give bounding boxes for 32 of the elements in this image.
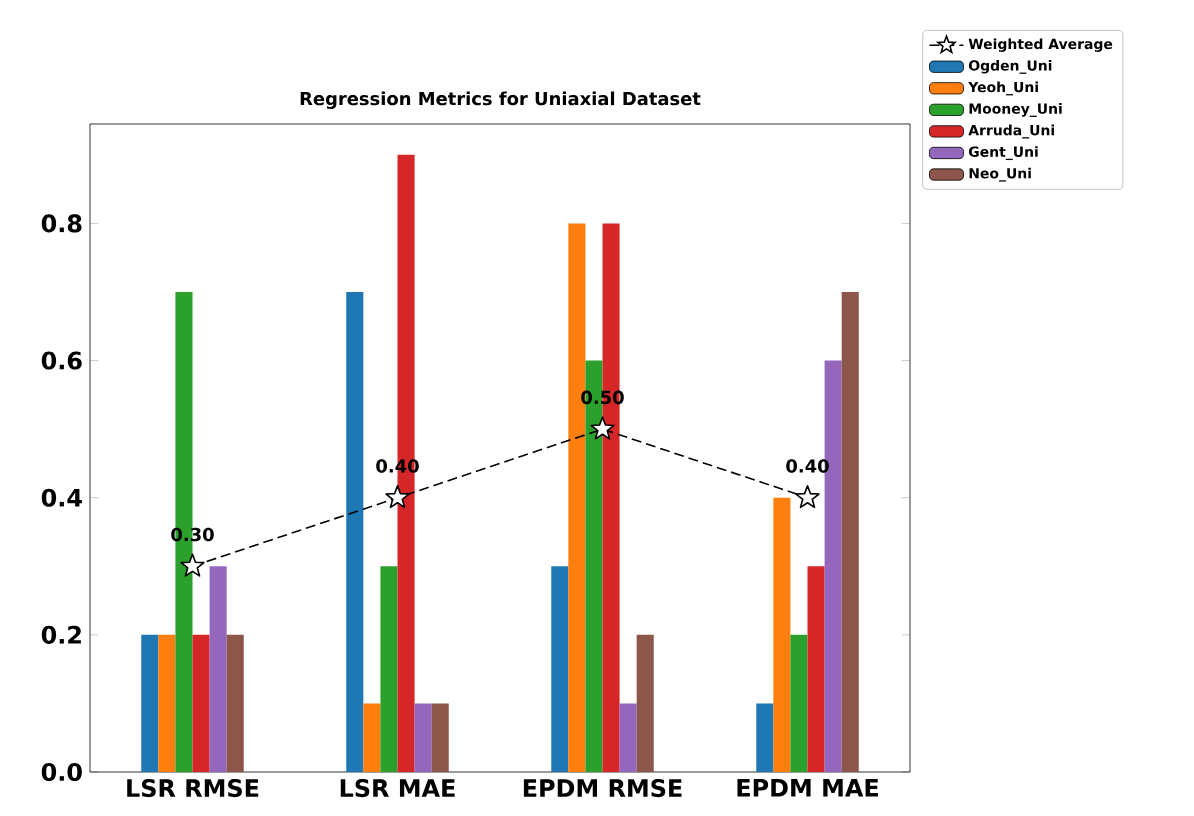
x-tick-label: LSR RMSE (127, 779, 259, 798)
point (385, 484, 410, 509)
bar (158, 634, 176, 772)
bar (414, 703, 432, 772)
bar (790, 634, 808, 772)
bar (226, 634, 244, 772)
chart-title: Regression Metrics for Uniaxial Dataset (300, 91, 701, 109)
x-tick-label: EPDM MAE (737, 779, 878, 797)
x-tick-label: EPDM RMSE (523, 779, 682, 798)
bar (619, 703, 637, 772)
point (795, 484, 820, 509)
y-tick-label: 0.6 (41, 351, 82, 370)
bar (363, 703, 381, 772)
x-tick-label: LSR MAE (340, 779, 455, 798)
point (590, 416, 615, 440)
bar (773, 497, 791, 772)
y-tick-label: 0.0 (41, 762, 82, 782)
bar (380, 566, 398, 772)
bar (756, 703, 774, 772)
bar (636, 634, 654, 772)
point (180, 553, 205, 577)
bar (346, 291, 364, 772)
y-tick-label: 0.8 (41, 214, 82, 233)
bar (209, 566, 227, 772)
y-tick-label: 0.2 (41, 625, 81, 644)
bar (841, 291, 859, 772)
y-tick-label: 0.4 (41, 488, 82, 507)
bar (807, 566, 825, 772)
bar (141, 634, 159, 772)
bar (192, 634, 210, 772)
bar (431, 703, 449, 772)
bar (551, 566, 569, 772)
